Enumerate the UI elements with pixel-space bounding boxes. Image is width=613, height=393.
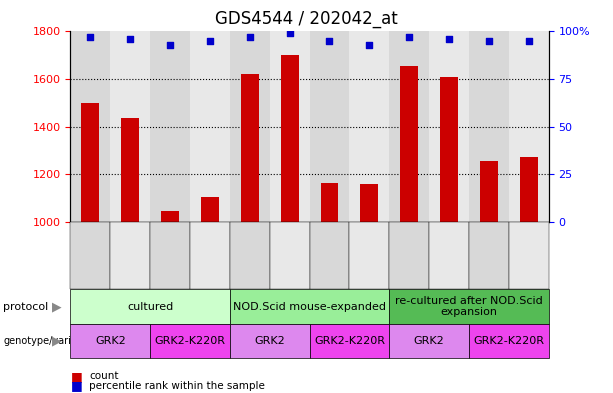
Text: GRK2-K220R: GRK2-K220R <box>154 336 226 346</box>
Bar <box>321 183 338 222</box>
Text: re-cultured after NOD.Scid
expansion: re-cultured after NOD.Scid expansion <box>395 296 543 317</box>
Text: protocol: protocol <box>3 301 48 312</box>
Bar <box>429 31 469 222</box>
Point <box>444 36 454 42</box>
Text: ■: ■ <box>70 379 82 393</box>
Text: GDS4544 / 202042_at: GDS4544 / 202042_at <box>215 10 398 28</box>
Bar <box>82 103 99 222</box>
Text: NOD.Scid mouse-expanded: NOD.Scid mouse-expanded <box>233 301 386 312</box>
Text: GRK2-K220R: GRK2-K220R <box>473 336 544 346</box>
Bar <box>70 31 110 222</box>
Bar <box>121 118 139 222</box>
Text: GRK2: GRK2 <box>414 336 444 346</box>
Point <box>284 30 294 37</box>
Point <box>405 34 414 40</box>
Bar <box>520 156 538 222</box>
Bar <box>190 31 230 222</box>
Point <box>166 42 175 48</box>
Text: ▶: ▶ <box>52 300 62 313</box>
Text: genotype/variation: genotype/variation <box>3 336 96 346</box>
Point <box>205 38 215 44</box>
Bar <box>389 31 429 222</box>
Bar <box>349 31 389 222</box>
Bar <box>400 66 418 222</box>
Bar <box>270 31 310 222</box>
Text: count: count <box>89 371 118 382</box>
Point <box>524 38 533 44</box>
Bar <box>150 31 190 222</box>
Text: GRK2: GRK2 <box>254 336 285 346</box>
Point <box>484 38 494 44</box>
Text: percentile rank within the sample: percentile rank within the sample <box>89 381 265 391</box>
Point <box>245 34 255 40</box>
Text: ■: ■ <box>70 370 82 383</box>
Bar <box>360 184 378 222</box>
Bar <box>241 74 259 222</box>
Bar <box>480 161 498 222</box>
Point <box>125 36 135 42</box>
Bar <box>440 77 458 222</box>
Bar <box>281 55 299 222</box>
Bar <box>230 31 270 222</box>
Text: GRK2: GRK2 <box>95 336 126 346</box>
Bar <box>201 197 219 222</box>
Bar <box>509 31 549 222</box>
Bar <box>110 31 150 222</box>
Bar <box>469 31 509 222</box>
Text: GRK2-K220R: GRK2-K220R <box>314 336 385 346</box>
Text: ▶: ▶ <box>52 334 62 347</box>
Point <box>325 38 335 44</box>
Bar <box>161 211 179 222</box>
Point <box>86 34 96 40</box>
Bar <box>310 31 349 222</box>
Point <box>364 42 374 48</box>
Text: cultured: cultured <box>127 301 173 312</box>
